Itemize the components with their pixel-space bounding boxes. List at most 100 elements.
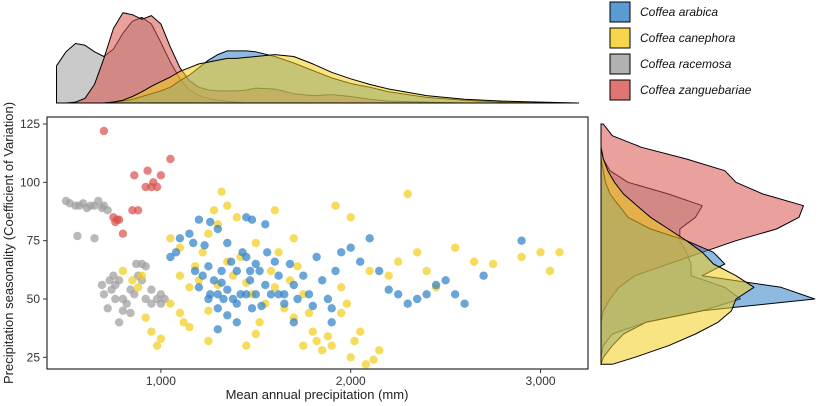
right-marginal-density [600, 123, 816, 365]
point-coffea-canephora [204, 336, 213, 346]
point-coffea-arabica [308, 301, 317, 311]
point-coffea-canephora [137, 271, 147, 280]
point-coffea-arabica [251, 290, 260, 299]
point-coffea-racemosa [118, 306, 128, 315]
point-coffea-arabica [270, 257, 279, 266]
point-coffea-arabica [331, 266, 340, 276]
point-coffea-arabica [266, 290, 276, 299]
point-coffea-racemosa [141, 262, 150, 271]
point-coffea-zanguebariae [156, 171, 166, 180]
point-coffea-arabica [209, 276, 219, 285]
point-coffea-arabica [263, 248, 272, 257]
point-coffea-racemosa [103, 206, 112, 215]
y-tick-label: 50 [27, 292, 41, 306]
legend-swatch-coffea-zanguebariae [609, 79, 631, 101]
point-coffea-canephora [337, 283, 346, 292]
point-coffea-arabica [198, 271, 207, 280]
point-coffea-canephora [175, 271, 185, 280]
point-coffea-canephora [299, 341, 308, 350]
point-coffea-arabica [327, 318, 336, 327]
point-coffea-racemosa [147, 285, 156, 294]
point-coffea-racemosa [111, 294, 120, 304]
point-coffea-arabica [460, 299, 469, 308]
point-coffea-canephora [198, 248, 207, 257]
point-coffea-canephora [175, 308, 185, 318]
point-coffea-canephora [304, 308, 314, 318]
point-coffea-arabica [441, 276, 450, 285]
right-density-coffea-canephora [600, 123, 755, 365]
point-coffea-racemosa [114, 276, 124, 285]
point-coffea-canephora [242, 341, 251, 350]
point-coffea-arabica [384, 285, 393, 294]
legend-swatch-coffea-racemosa [609, 53, 631, 75]
x-axis-title: Mean annual precipitation (mm) [226, 387, 409, 402]
point-coffea-arabica [285, 259, 295, 269]
point-coffea-canephora [450, 243, 460, 252]
point-coffea-arabica [356, 257, 365, 266]
point-coffea-canephora [375, 346, 384, 355]
point-coffea-canephora [545, 266, 555, 276]
point-coffea-arabica [226, 257, 236, 266]
point-coffea-arabica [204, 262, 213, 271]
point-coffea-arabica [175, 234, 185, 243]
legend-swatch-coffea-canephora [609, 27, 631, 49]
point-coffea-canephora [166, 234, 175, 243]
point-coffea-canephora [141, 313, 150, 322]
point-coffea-canephora [289, 234, 298, 243]
x-tick-label: 3,000 [526, 374, 556, 388]
point-coffea-arabica [365, 234, 374, 243]
point-coffea-racemosa [73, 231, 82, 241]
point-coffea-canephora [422, 266, 431, 276]
point-coffea-arabica [171, 248, 181, 257]
point-coffea-arabica [403, 299, 412, 308]
point-coffea-zanguebariae [114, 215, 124, 224]
point-coffea-arabica [217, 266, 226, 276]
point-coffea-arabica [223, 311, 232, 320]
point-coffea-arabica [261, 220, 270, 229]
point-coffea-racemosa [103, 304, 112, 313]
point-coffea-arabica [194, 215, 204, 224]
point-coffea-zanguebariae [166, 154, 175, 164]
point-coffea-canephora [217, 187, 226, 196]
point-coffea-canephora [152, 341, 162, 350]
point-coffea-canephora [156, 334, 166, 343]
y-tick-label: 125 [20, 117, 40, 131]
point-coffea-arabica [299, 271, 308, 280]
point-coffea-arabica [194, 283, 204, 292]
point-coffea-canephora [266, 266, 276, 276]
point-coffea-racemosa [105, 276, 114, 285]
main-scatter-plot: 1,000 2,000 3,000 25 50 75 100 125 [20, 116, 589, 388]
point-coffea-arabica [318, 276, 327, 285]
y-tick-label: 25 [27, 350, 41, 364]
point-coffea-arabica [422, 290, 431, 299]
point-coffea-canephora [293, 262, 302, 271]
point-coffea-canephora [384, 271, 393, 280]
point-coffea-arabica [257, 301, 266, 311]
point-coffea-arabica [206, 217, 215, 227]
point-coffea-canephora [312, 336, 321, 346]
point-coffea-arabica [337, 248, 346, 257]
y-tick-label: 100 [20, 175, 40, 189]
point-coffea-arabica [304, 290, 314, 299]
point-coffea-arabica [223, 238, 232, 248]
point-coffea-arabica [375, 266, 384, 276]
legend-swatch-coffea-arabica [609, 1, 631, 23]
point-coffea-canephora [394, 257, 403, 266]
point-coffea-arabica [479, 271, 488, 280]
point-coffea-arabica [346, 243, 355, 252]
point-coffea-canephora [128, 276, 137, 285]
top-marginal-density [56, 12, 579, 104]
point-coffea-canephora [413, 248, 422, 257]
point-coffea-canephora [488, 259, 498, 269]
point-coffea-racemosa [90, 234, 99, 243]
point-coffea-canephora [361, 360, 371, 369]
point-coffea-canephora [251, 238, 260, 248]
point-coffea-canephora [185, 283, 194, 292]
point-coffea-zanguebariae [133, 206, 143, 215]
point-coffea-arabica [213, 290, 222, 299]
point-coffea-arabica [217, 278, 226, 287]
point-coffea-racemosa [99, 290, 109, 299]
point-coffea-canephora [274, 248, 283, 257]
point-coffea-canephora [232, 213, 241, 222]
